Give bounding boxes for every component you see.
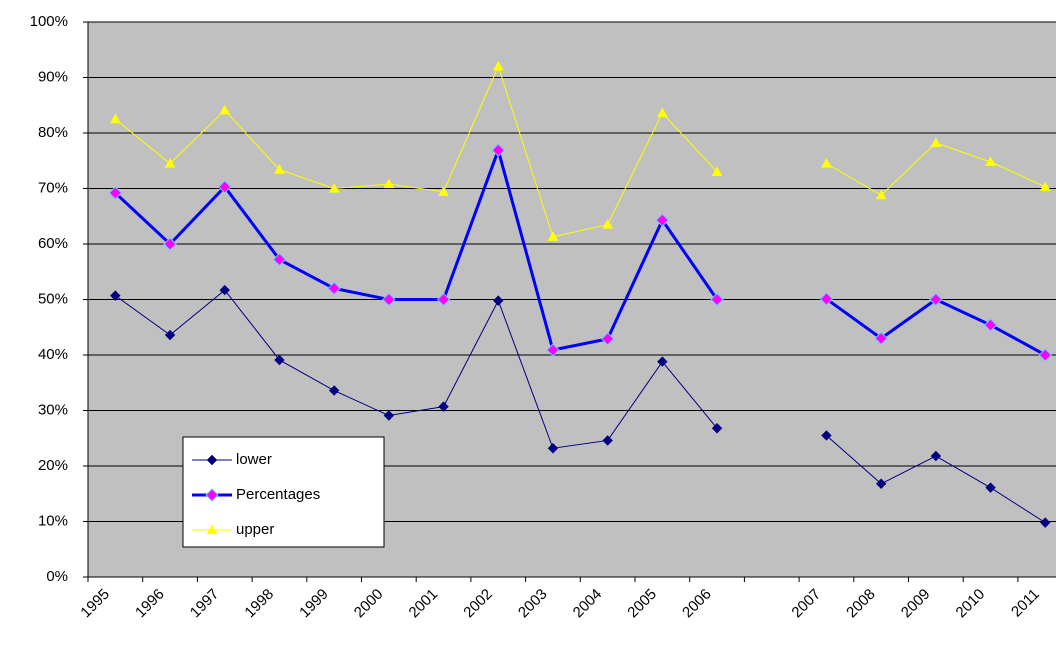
marker	[985, 482, 996, 493]
marker	[600, 332, 615, 346]
x-tick-label: 1999	[296, 586, 332, 622]
marker	[491, 143, 505, 157]
x-tick-label: 2011	[1008, 586, 1043, 621]
legend-label: upper	[236, 521, 274, 538]
x-tick-label: 2000	[351, 586, 387, 622]
marker	[164, 329, 176, 341]
marker	[206, 524, 218, 535]
x-tick-label: 2008	[843, 586, 879, 622]
y-tick-label: 80%	[38, 124, 68, 141]
marker	[1040, 517, 1051, 528]
marker	[438, 186, 449, 196]
legend-label: lower	[236, 451, 272, 468]
x-tick-label: 2010	[953, 586, 989, 622]
marker	[438, 401, 449, 412]
marker	[821, 157, 832, 168]
y-tick-label: 10%	[38, 512, 68, 529]
y-tick-label: 30%	[38, 401, 68, 418]
marker	[546, 343, 560, 357]
marker	[274, 164, 285, 174]
y-tick-label: 0%	[46, 568, 68, 585]
marker	[711, 423, 723, 434]
marker	[328, 182, 340, 193]
marker	[205, 488, 219, 502]
y-tick-label: 100%	[30, 13, 68, 30]
marker	[383, 410, 395, 421]
x-tick-label: 2006	[679, 586, 715, 622]
x-tick-label: 2005	[624, 586, 660, 622]
marker	[1038, 348, 1052, 362]
marker	[218, 180, 232, 194]
marker	[163, 237, 177, 251]
marker	[930, 450, 942, 462]
marker	[272, 252, 287, 267]
marker	[710, 292, 724, 307]
marker	[164, 157, 176, 168]
marker	[206, 454, 218, 466]
marker	[547, 443, 559, 454]
marker	[219, 284, 230, 296]
marker	[819, 292, 834, 306]
y-tick-label: 40%	[38, 346, 68, 363]
x-tick-label: 1997	[187, 586, 223, 622]
marker	[108, 186, 123, 200]
x-tick-label: 1995	[77, 586, 113, 622]
marker	[711, 166, 723, 176]
marker	[929, 292, 943, 307]
marker	[1039, 181, 1051, 191]
marker	[655, 213, 670, 227]
marker	[875, 478, 887, 489]
marker	[219, 104, 231, 115]
marker	[875, 189, 887, 200]
x-tick-label: 2003	[515, 586, 551, 622]
marker	[327, 281, 341, 296]
marker	[110, 290, 121, 301]
marker	[328, 385, 340, 396]
marker	[874, 331, 888, 346]
y-tick-label: 70%	[38, 179, 68, 196]
x-tick-label: 2009	[898, 586, 934, 622]
marker	[110, 113, 121, 124]
marker	[657, 356, 668, 367]
y-tick-label: 90%	[38, 68, 68, 85]
x-tick-label: 2007	[788, 586, 824, 622]
x-tick-label: 1998	[241, 586, 277, 622]
x-tick-label: 1996	[132, 586, 168, 622]
marker	[985, 156, 996, 166]
y-tick-label: 20%	[38, 457, 68, 474]
marker	[602, 435, 613, 446]
marker	[930, 137, 942, 148]
marker	[547, 231, 559, 241]
x-tick-label: 2004	[570, 586, 606, 622]
marker	[493, 295, 504, 306]
legend-box	[182, 436, 385, 548]
marker	[382, 292, 396, 307]
marker	[821, 430, 832, 441]
x-tick-label: 2002	[460, 586, 496, 622]
marker	[436, 292, 451, 307]
marker	[383, 178, 395, 189]
marker	[602, 219, 613, 229]
marker	[274, 354, 285, 366]
legend-label: Percentages	[236, 486, 320, 503]
marker	[983, 318, 998, 332]
marker	[657, 107, 668, 118]
x-tick-label: 2001	[406, 586, 442, 622]
y-tick-label: 50%	[38, 290, 68, 307]
legend: lower Percentages upper	[182, 436, 385, 548]
y-tick-label: 60%	[38, 235, 68, 252]
marker	[492, 60, 504, 71]
